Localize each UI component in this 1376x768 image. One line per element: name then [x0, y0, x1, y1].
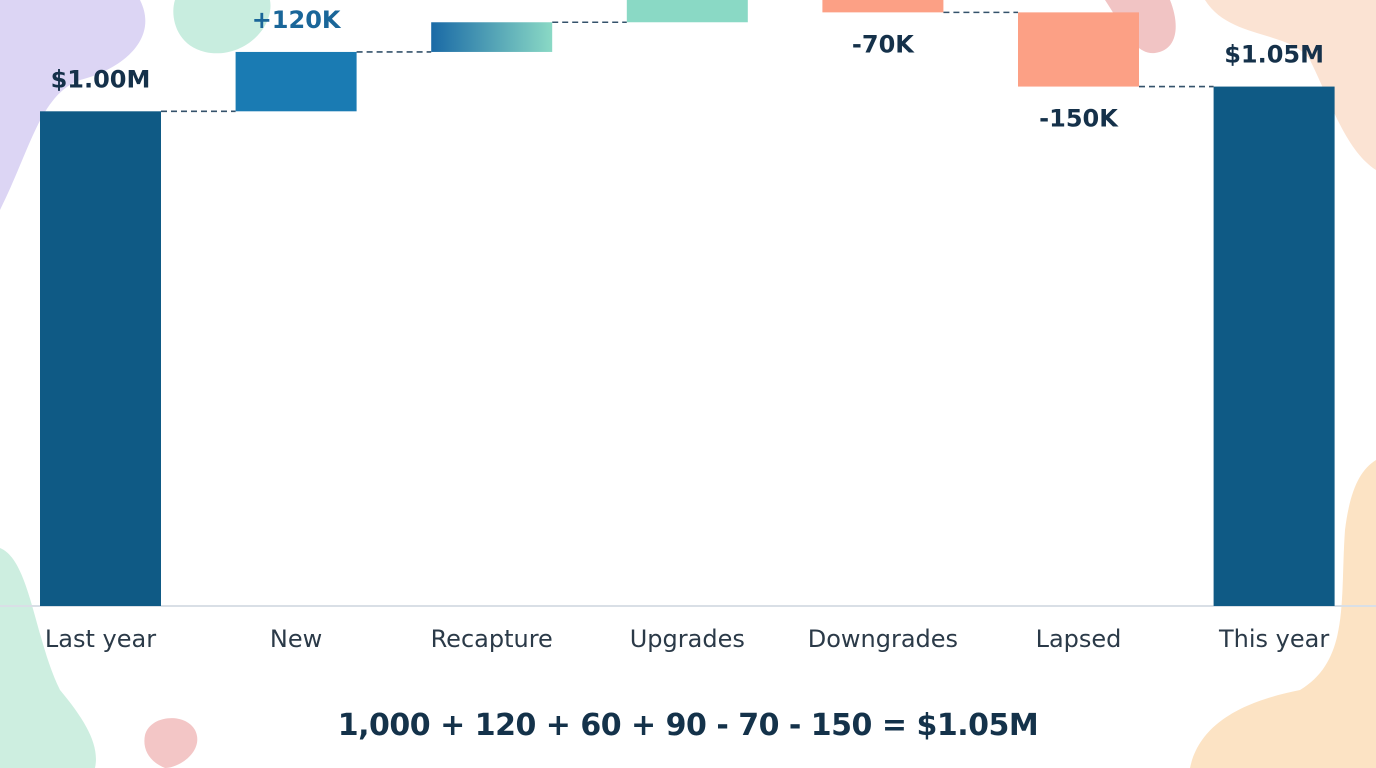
category-label-new: New [270, 625, 322, 653]
pink-blob-bottom [144, 718, 198, 768]
peach-blob-bottom [1190, 460, 1376, 768]
category-label-recapture: Recapture [431, 625, 553, 653]
summary-equation: 1,000 + 120 + 60 + 90 - 70 - 150 = $1.05… [337, 708, 1039, 743]
category-label-upgrades: Upgrades [630, 625, 745, 653]
category-label-downgrades: Downgrades [808, 625, 958, 653]
bar-upgrades [626, 0, 748, 23]
category-label-this-year: This year [1218, 625, 1329, 653]
value-label-recapture: +60K [456, 0, 530, 4]
category-label-lapsed: Lapsed [1036, 625, 1122, 653]
mint-blob-bottom [0, 548, 96, 768]
bar-this-year [1213, 86, 1335, 607]
value-label-downgrades: -70K [852, 30, 915, 58]
value-label-this-year: $1.05M [1224, 41, 1324, 69]
mint-blob [173, 0, 271, 54]
bar-new [235, 51, 357, 112]
value-label-new: +120K [252, 6, 342, 34]
bar-recapture [431, 22, 553, 52]
bar-lapsed [1018, 12, 1139, 87]
lavender-blob [0, 0, 146, 210]
value-label-lapsed: -150K [1039, 105, 1119, 133]
value-label-last-year: $1.00M [51, 65, 151, 93]
bar-last-year [40, 111, 161, 606]
category-label-last-year: Last year [45, 625, 156, 653]
bar-downgrades [822, 0, 944, 13]
peach-blob-top [1205, 0, 1376, 170]
